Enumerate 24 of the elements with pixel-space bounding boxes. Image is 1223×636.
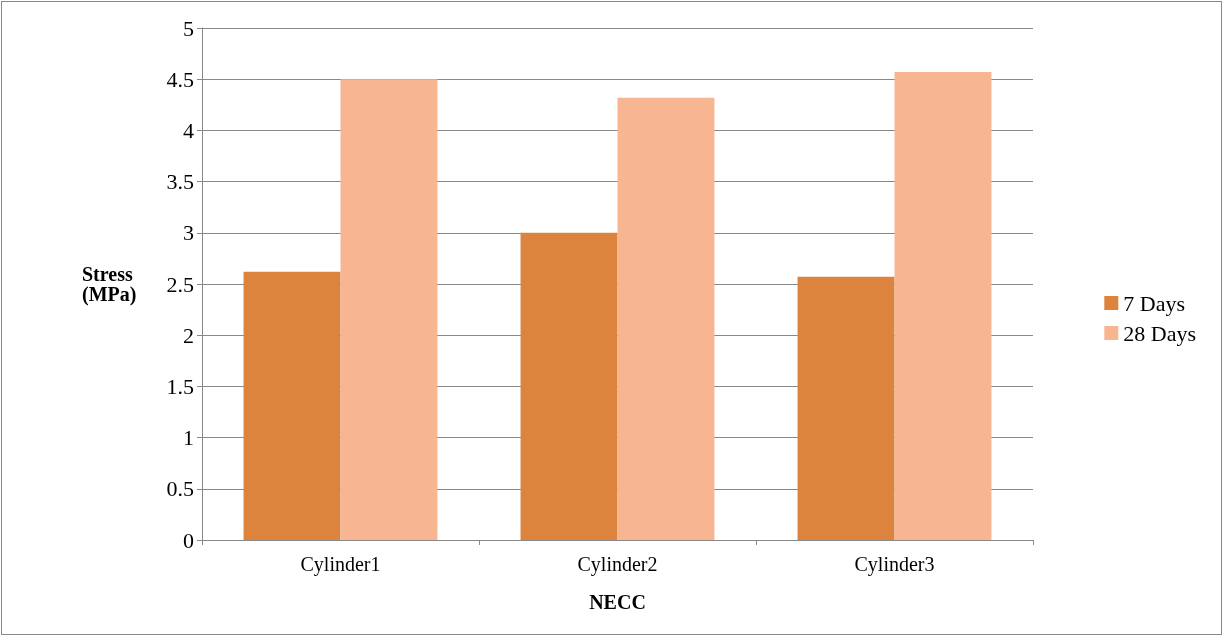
y-tick-label: 4	[183, 117, 194, 143]
y-tick-label: 1.5	[166, 373, 194, 399]
x-axis-title: NECC	[589, 591, 646, 613]
y-tick-label: 1	[183, 425, 194, 451]
bar	[617, 97, 715, 540]
bar	[340, 79, 438, 540]
y-tick-label: 5	[183, 15, 194, 41]
y-tick-label: 3	[183, 220, 194, 246]
bar	[243, 271, 341, 540]
y-tick-label: 2.5	[166, 271, 194, 297]
y-axis-title: Stress (MPa)	[82, 263, 137, 306]
y-tick-label: 3.5	[166, 169, 194, 195]
legend-label: 28 Days	[1123, 320, 1196, 346]
bar	[520, 232, 618, 540]
x-tick-label: Cylinder1	[300, 553, 381, 576]
x-tick-label: Cylinder3	[854, 553, 935, 576]
bar	[797, 276, 895, 540]
x-tick-label: Cylinder2	[577, 553, 658, 576]
y-tick-label: 2	[183, 322, 194, 348]
y-tick-label: 0	[183, 527, 194, 553]
y-tick-label: 4.5	[166, 66, 194, 92]
y-tick-label: 0.5	[166, 476, 194, 502]
bar	[894, 72, 992, 540]
legend-label: 7 Days	[1123, 290, 1185, 316]
